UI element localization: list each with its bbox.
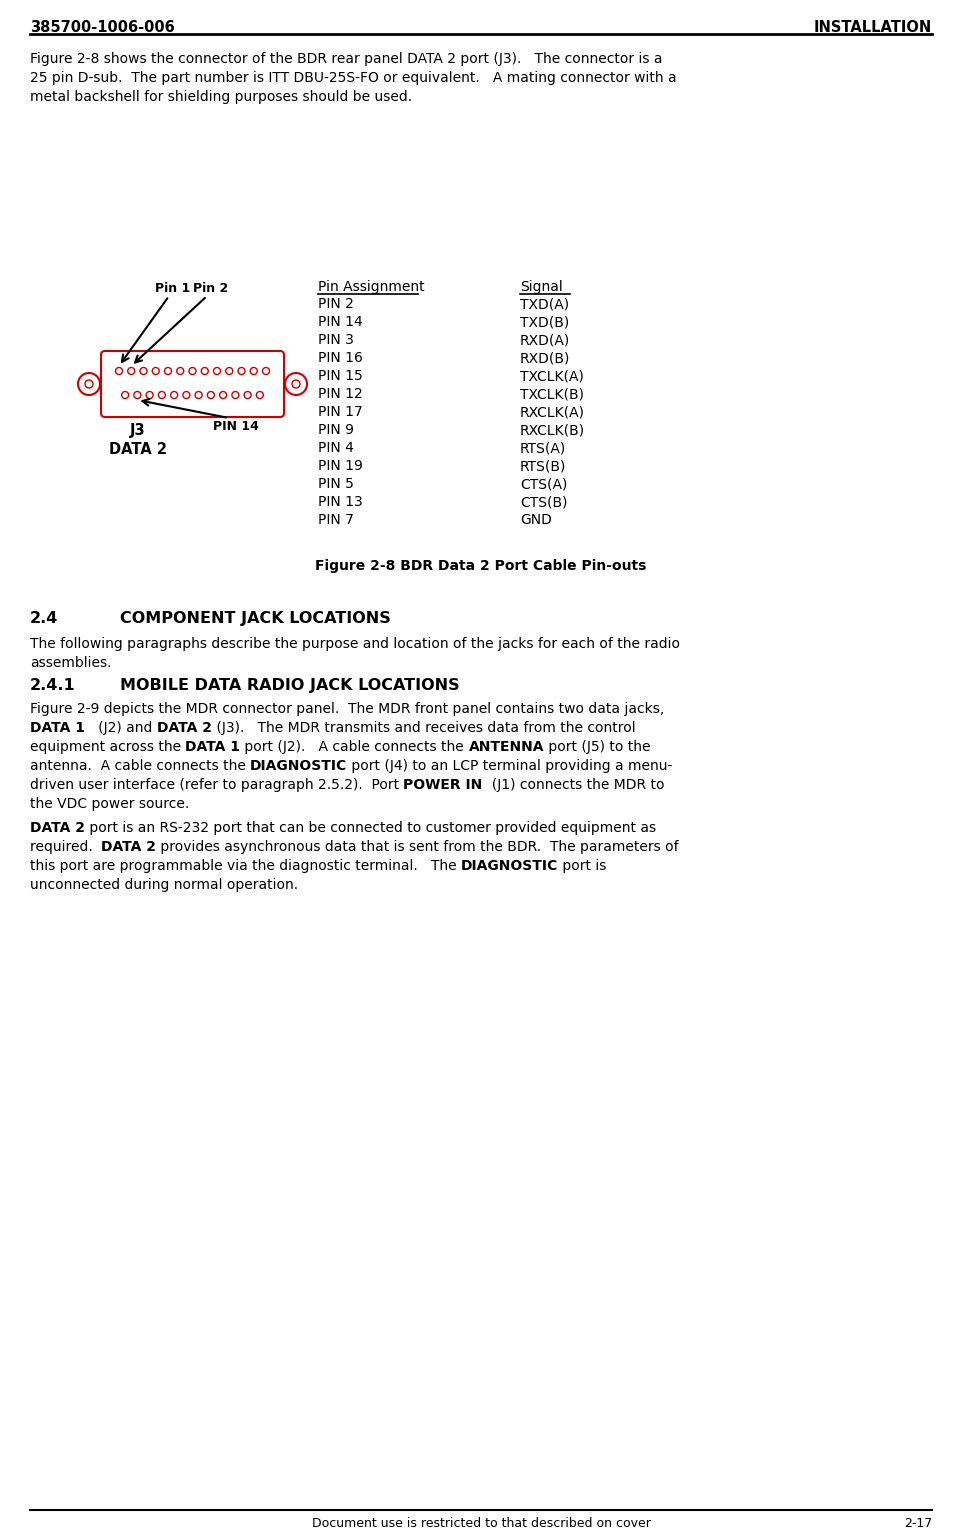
Text: INSTALLATION: INSTALLATION xyxy=(813,20,931,35)
Text: PIN 19: PIN 19 xyxy=(318,459,362,472)
Text: PIN 5: PIN 5 xyxy=(318,477,354,491)
Text: PIN 2: PIN 2 xyxy=(318,298,354,311)
Text: Figure 2-8 shows the connector of the BDR rear panel DATA 2 port (J3).   The con: Figure 2-8 shows the connector of the BD… xyxy=(30,52,662,66)
Text: 2-17: 2-17 xyxy=(902,1517,931,1529)
Text: TXD(A): TXD(A) xyxy=(520,298,569,311)
Text: assemblies.: assemblies. xyxy=(30,657,111,670)
Text: DATA 1: DATA 1 xyxy=(185,739,240,755)
Text: RTS(B): RTS(B) xyxy=(520,459,566,472)
Text: PIN 16: PIN 16 xyxy=(318,351,362,365)
Text: RXCLK(A): RXCLK(A) xyxy=(520,405,584,419)
Text: PIN 12: PIN 12 xyxy=(318,387,362,400)
Text: DATA 2: DATA 2 xyxy=(30,821,85,834)
Text: PIN 17: PIN 17 xyxy=(318,405,362,419)
Text: 385700-1006-006: 385700-1006-006 xyxy=(30,20,175,35)
Text: port is: port is xyxy=(557,859,606,873)
Text: port is an RS-232 port that can be connected to customer provided equipment as: port is an RS-232 port that can be conne… xyxy=(85,821,655,834)
Text: port (J4) to an LCP terminal providing a menu-: port (J4) to an LCP terminal providing a… xyxy=(347,759,672,773)
Text: PIN 14: PIN 14 xyxy=(318,314,362,328)
Text: Signal: Signal xyxy=(520,281,562,295)
Text: Pin 1: Pin 1 xyxy=(155,282,190,295)
Text: MOBILE DATA RADIO JACK LOCATIONS: MOBILE DATA RADIO JACK LOCATIONS xyxy=(120,678,459,693)
Text: RXCLK(B): RXCLK(B) xyxy=(520,423,584,437)
Text: COMPONENT JACK LOCATIONS: COMPONENT JACK LOCATIONS xyxy=(120,611,390,626)
Text: DATA 2: DATA 2 xyxy=(109,442,167,457)
Text: TXCLK(B): TXCLK(B) xyxy=(520,387,583,400)
Text: (J3).   The MDR transmits and receives data from the control: (J3). The MDR transmits and receives dat… xyxy=(211,721,634,735)
Text: (J1) connects the MDR to: (J1) connects the MDR to xyxy=(482,778,663,792)
Text: CTS(A): CTS(A) xyxy=(520,477,567,491)
Text: equipment across the: equipment across the xyxy=(30,739,185,755)
Text: (J2) and: (J2) and xyxy=(85,721,157,735)
Text: PIN 13: PIN 13 xyxy=(318,495,362,509)
Text: 2.4.1: 2.4.1 xyxy=(30,678,76,693)
Text: RXD(A): RXD(A) xyxy=(520,333,570,347)
Text: Pin 2: Pin 2 xyxy=(193,282,228,295)
Text: driven user interface (refer to paragraph 2.5.2).  Port: driven user interface (refer to paragrap… xyxy=(30,778,403,792)
Text: TXD(B): TXD(B) xyxy=(520,314,569,328)
Text: DATA 2: DATA 2 xyxy=(157,721,211,735)
Text: DATA 2: DATA 2 xyxy=(102,841,157,854)
Text: 2.4: 2.4 xyxy=(30,611,59,626)
Text: 25 pin D-sub.  The part number is ITT DBU-25S-FO or equivalent.   A mating conne: 25 pin D-sub. The part number is ITT DBU… xyxy=(30,71,676,84)
Text: DIAGNOSTIC: DIAGNOSTIC xyxy=(250,759,347,773)
FancyBboxPatch shape xyxy=(101,351,283,417)
Text: Figure 2-9 depicts the MDR connector panel.  The MDR front panel contains two da: Figure 2-9 depicts the MDR connector pan… xyxy=(30,703,663,716)
Text: metal backshell for shielding purposes should be used.: metal backshell for shielding purposes s… xyxy=(30,91,411,104)
Text: PIN 15: PIN 15 xyxy=(318,370,362,384)
Text: Figure 2-8 BDR Data 2 Port Cable Pin-outs: Figure 2-8 BDR Data 2 Port Cable Pin-out… xyxy=(315,558,646,574)
Text: unconnected during normal operation.: unconnected during normal operation. xyxy=(30,877,298,891)
Text: Document use is restricted to that described on cover: Document use is restricted to that descr… xyxy=(311,1517,650,1529)
Text: port (J2).   A cable connects the: port (J2). A cable connects the xyxy=(240,739,468,755)
Text: provides asynchronous data that is sent from the BDR.  The parameters of: provides asynchronous data that is sent … xyxy=(157,841,678,854)
Text: RTS(A): RTS(A) xyxy=(520,440,566,456)
Text: required.: required. xyxy=(30,841,102,854)
Text: PIN 3: PIN 3 xyxy=(318,333,354,347)
Text: antenna.  A cable connects the: antenna. A cable connects the xyxy=(30,759,250,773)
Text: TXCLK(A): TXCLK(A) xyxy=(520,370,583,384)
Text: CTS(B): CTS(B) xyxy=(520,495,567,509)
Text: ANTENNA: ANTENNA xyxy=(468,739,544,755)
Text: DIAGNOSTIC: DIAGNOSTIC xyxy=(460,859,557,873)
Text: RXD(B): RXD(B) xyxy=(520,351,570,365)
Text: this port are programmable via the diagnostic terminal.   The: this port are programmable via the diagn… xyxy=(30,859,460,873)
Text: J3: J3 xyxy=(130,423,146,439)
Text: The following paragraphs describe the purpose and location of the jacks for each: The following paragraphs describe the pu… xyxy=(30,637,679,650)
Text: DATA 1: DATA 1 xyxy=(30,721,85,735)
Text: POWER IN: POWER IN xyxy=(403,778,482,792)
Text: GND: GND xyxy=(520,512,552,528)
Text: PIN 7: PIN 7 xyxy=(318,512,354,528)
Text: PIN 9: PIN 9 xyxy=(318,423,354,437)
Text: PIN 14: PIN 14 xyxy=(212,420,259,433)
Text: PIN 4: PIN 4 xyxy=(318,440,354,456)
Text: port (J5) to the: port (J5) to the xyxy=(544,739,650,755)
Text: the VDC power source.: the VDC power source. xyxy=(30,798,189,811)
Text: Pin Assignment: Pin Assignment xyxy=(318,281,424,295)
